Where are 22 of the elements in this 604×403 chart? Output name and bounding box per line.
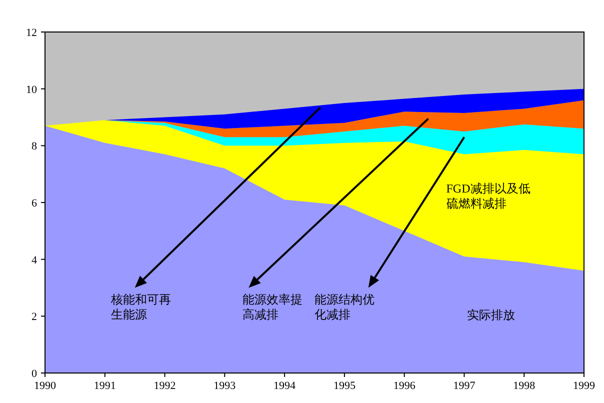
series-label: 实际排放 xyxy=(467,308,516,322)
x-tick-label: 1991 xyxy=(94,380,116,392)
x-tick-label: 1990 xyxy=(34,380,56,392)
text: 能源效率提高减排 xyxy=(242,292,303,322)
x-tick-label: 1996 xyxy=(393,380,416,392)
y-tick-label: 8 xyxy=(32,140,38,153)
x-tick-label: 1995 xyxy=(333,380,356,392)
x-tick-label: 1992 xyxy=(154,380,176,392)
y-tick-label: 6 xyxy=(32,198,38,210)
y-tick-label: 10 xyxy=(26,84,38,96)
y-tick-label: 12 xyxy=(26,27,37,39)
y-tick-label: 4 xyxy=(32,254,38,266)
series-label: FGD减排以及低硫燃料减排 xyxy=(446,182,530,211)
x-tick-label: 1993 xyxy=(214,380,236,392)
x-tick-label: 1999 xyxy=(573,380,596,392)
x-tick-label: 1994 xyxy=(274,380,296,392)
y-tick-label: 2 xyxy=(32,311,37,324)
text: 能源结构优化减排 xyxy=(314,292,374,322)
text: 核能和可再生能源 xyxy=(110,292,171,322)
x-tick-label: 1997 xyxy=(453,380,476,392)
x-tick-label: 1998 xyxy=(513,380,536,392)
y-tick-label: 0 xyxy=(32,368,38,380)
